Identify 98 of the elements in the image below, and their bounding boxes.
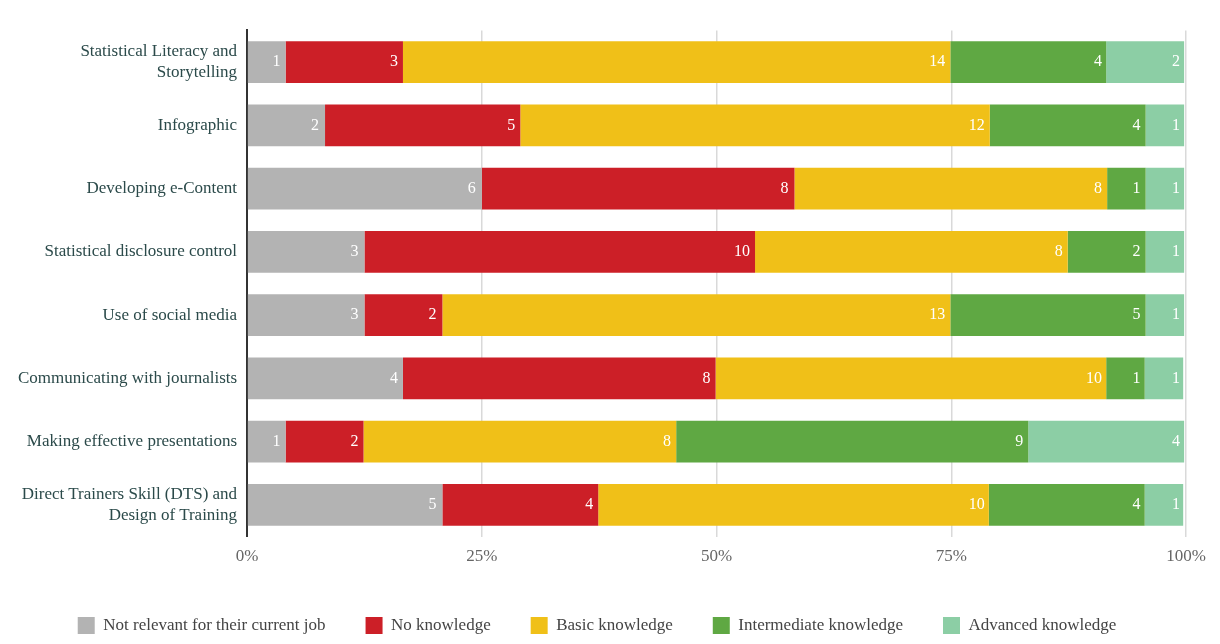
annotation: 4 bbox=[1094, 52, 1103, 70]
annotation: 1 bbox=[1172, 242, 1180, 260]
annotation: 2 bbox=[428, 305, 437, 323]
bar bbox=[247, 41, 286, 83]
bar bbox=[676, 420, 1029, 463]
bar bbox=[364, 294, 443, 337]
bar bbox=[1107, 167, 1146, 210]
annotation: 13 bbox=[929, 305, 946, 323]
bar bbox=[247, 104, 326, 147]
annotation: 9 bbox=[1015, 431, 1024, 449]
annotation: 3 bbox=[350, 242, 359, 260]
annotation: 1 bbox=[1172, 305, 1180, 323]
bar bbox=[1145, 230, 1185, 273]
annotation: 2 bbox=[311, 115, 320, 133]
bar bbox=[285, 420, 364, 463]
annotation: 3 bbox=[350, 305, 359, 323]
annotation: 8 bbox=[663, 431, 672, 449]
bar bbox=[247, 167, 482, 210]
annotation: 2 bbox=[1172, 52, 1180, 70]
bar bbox=[715, 357, 1107, 400]
bar bbox=[520, 104, 990, 147]
annotation: 2 bbox=[1132, 242, 1141, 260]
annotation: 8 bbox=[1054, 242, 1063, 260]
annotation: 1 bbox=[1172, 495, 1180, 513]
legend-label: Advanced knowledge bbox=[968, 614, 1117, 634]
bar bbox=[247, 357, 403, 400]
bar bbox=[794, 167, 1108, 210]
annotation: 3 bbox=[389, 52, 398, 70]
bar bbox=[247, 420, 286, 463]
annotation: 1 bbox=[272, 52, 281, 70]
x-tick-label: 100% bbox=[1166, 546, 1206, 566]
annotation: 4 bbox=[1132, 115, 1141, 133]
x-tick-label: 50% bbox=[700, 546, 733, 566]
bar bbox=[247, 230, 365, 273]
bar bbox=[364, 230, 756, 273]
y-tick-label: Statistical disclosure control bbox=[44, 241, 238, 261]
annotation: 12 bbox=[968, 115, 985, 133]
x-tick-label: 0% bbox=[235, 546, 259, 566]
bar bbox=[402, 357, 716, 400]
annotation: 10 bbox=[1086, 368, 1103, 386]
annotation: 10 bbox=[968, 495, 985, 513]
bar bbox=[755, 230, 1068, 273]
bar bbox=[1106, 357, 1145, 400]
bar bbox=[285, 41, 403, 83]
y-tick-label: Use of social media bbox=[102, 304, 238, 324]
annotation: 5 bbox=[1132, 305, 1141, 323]
bar bbox=[598, 484, 989, 526]
bar bbox=[1028, 420, 1185, 463]
legend-label: Intermediate knowledge bbox=[738, 614, 904, 634]
legend-label: No knowledge bbox=[391, 614, 491, 634]
bar bbox=[247, 294, 365, 337]
bar bbox=[442, 294, 951, 337]
bar bbox=[442, 484, 599, 526]
annotation: 1 bbox=[1132, 178, 1141, 196]
annotation: 1 bbox=[272, 431, 281, 449]
bar bbox=[1145, 167, 1185, 210]
y-tick-label: Developing e-Content bbox=[86, 178, 238, 198]
legend-label: Basic knowledge bbox=[556, 614, 673, 634]
annotation: 4 bbox=[389, 368, 398, 386]
annotation: 10 bbox=[733, 242, 750, 260]
annotation: 1 bbox=[1172, 368, 1180, 386]
bar bbox=[325, 104, 521, 147]
bar bbox=[247, 484, 443, 526]
annotation: 1 bbox=[1132, 368, 1141, 386]
annotation: 8 bbox=[702, 368, 711, 386]
bar bbox=[481, 167, 795, 210]
annotation: 4 bbox=[1132, 495, 1141, 513]
annotation: 6 bbox=[467, 178, 476, 196]
annotation: 2 bbox=[350, 431, 359, 449]
bar bbox=[1145, 104, 1185, 147]
legend-label: Not relevant for their current job bbox=[103, 614, 326, 634]
annotation: 8 bbox=[1094, 178, 1103, 196]
annotation: 4 bbox=[1172, 431, 1180, 449]
bar bbox=[363, 420, 677, 463]
y-tick-label: Making effective presentations bbox=[26, 431, 238, 451]
bar bbox=[1145, 294, 1185, 337]
annotation: 1 bbox=[1172, 115, 1180, 133]
y-tick-label: Infographic bbox=[157, 114, 238, 134]
annotation: 14 bbox=[929, 52, 946, 70]
bar bbox=[1144, 357, 1184, 400]
bar bbox=[1106, 41, 1185, 83]
bar bbox=[1067, 230, 1146, 273]
y-tick-label: Direct Trainers Skill (DTS) and Design of Training bbox=[21, 484, 238, 524]
bar bbox=[989, 104, 1146, 147]
annotation: 5 bbox=[507, 115, 516, 133]
annotation: 1 bbox=[1172, 178, 1180, 196]
bar bbox=[950, 294, 1146, 337]
bar bbox=[1144, 484, 1184, 526]
annotation: 8 bbox=[780, 178, 789, 196]
bar bbox=[950, 41, 1107, 83]
x-tick-label: 25% bbox=[466, 546, 498, 566]
annotation: 5 bbox=[428, 495, 437, 513]
y-tick-label: Statistical Literacy and Storytelling bbox=[80, 41, 238, 81]
bar bbox=[402, 41, 951, 83]
bar bbox=[988, 484, 1145, 526]
y-tick-label: Communicating with journalists bbox=[17, 367, 238, 387]
annotation: 4 bbox=[585, 495, 594, 513]
x-tick-label: 75% bbox=[935, 546, 967, 566]
